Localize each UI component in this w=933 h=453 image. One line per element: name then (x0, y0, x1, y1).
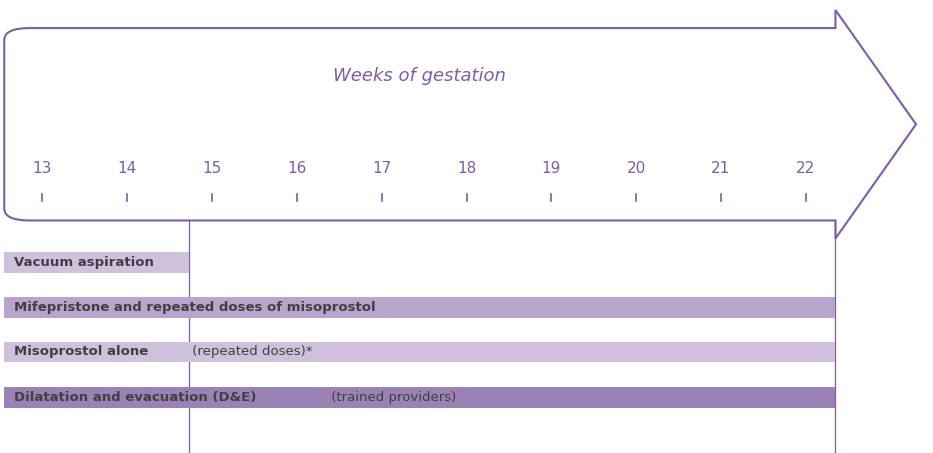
Text: 20: 20 (627, 161, 646, 176)
Text: Vacuum aspiration: Vacuum aspiration (14, 256, 154, 269)
Bar (5, 342, 835, 362)
Text: Misoprostol alone: Misoprostol alone (14, 346, 148, 358)
Text: Mifepristone and repeated doses of misoprostol: Mifepristone and repeated doses of misop… (14, 301, 376, 314)
Text: 21: 21 (711, 161, 731, 176)
Text: 17: 17 (372, 161, 391, 176)
Text: Dilatation and evacuation (D&E): Dilatation and evacuation (D&E) (14, 391, 257, 404)
Text: 13: 13 (33, 161, 52, 176)
Bar (5, 298, 835, 318)
Text: 16: 16 (287, 161, 307, 176)
Text: 22: 22 (796, 161, 815, 176)
PathPatch shape (5, 10, 916, 239)
Text: 14: 14 (118, 161, 137, 176)
Text: 15: 15 (202, 161, 222, 176)
Text: (trained providers): (trained providers) (327, 391, 456, 404)
Text: (repeated doses)*: (repeated doses)* (188, 346, 313, 358)
Bar (5, 387, 835, 408)
Bar (5, 252, 189, 273)
Text: 19: 19 (542, 161, 561, 176)
Text: 18: 18 (457, 161, 476, 176)
Text: Weeks of gestation: Weeks of gestation (333, 67, 507, 85)
